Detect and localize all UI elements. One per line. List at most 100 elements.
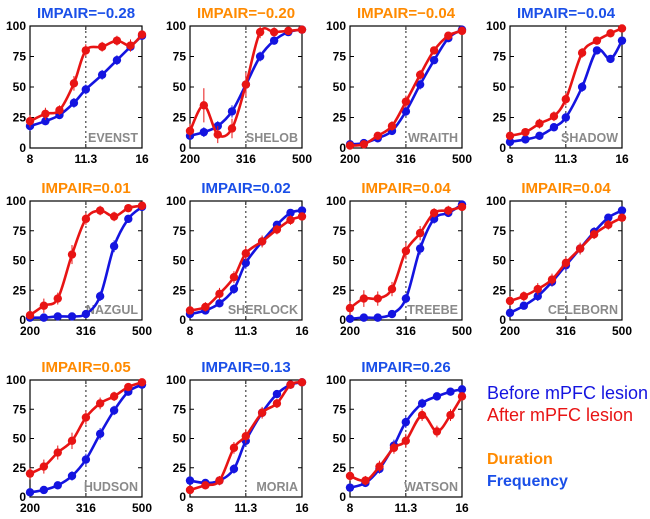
data-point-before: [67, 312, 77, 321]
data-point-after: [112, 36, 122, 45]
y-tick-label: 0: [499, 313, 506, 327]
data-point-after: [269, 27, 279, 37]
x-tick-label: 500: [612, 324, 632, 338]
data-point-after: [109, 212, 119, 221]
data-point-after: [345, 471, 355, 481]
data-point-after: [457, 26, 467, 36]
y-tick-label: 0: [339, 490, 346, 504]
data-point-after: [185, 126, 195, 136]
y-tick-label: 25: [493, 111, 507, 125]
y-tick-label: 75: [173, 402, 187, 416]
x-tick-label: 11.3: [234, 501, 257, 515]
data-point-before: [241, 258, 251, 268]
y-tick-label: 50: [333, 80, 347, 94]
y-tick-label: 0: [339, 313, 346, 327]
data-point-before: [401, 294, 411, 303]
data-point-after: [69, 79, 79, 88]
data-point-after: [297, 25, 307, 34]
panel-sherlock: IMPAIR=0.02 0 25 50 75 100 8 11.3 16 SHERLOCK: [166, 180, 309, 338]
data-point-after: [126, 41, 135, 50]
subject-label: EVENST: [88, 131, 138, 145]
data-point-after: [41, 109, 50, 119]
data-point-after: [137, 378, 147, 387]
data-point-before: [561, 113, 571, 122]
y-tick-label: 0: [179, 490, 186, 504]
data-point-after: [429, 208, 439, 218]
data-point-after: [229, 272, 239, 282]
panel-celeborn: IMPAIR=0.04 0 25 50 75 100 200 316 500 CELEBORN: [486, 180, 632, 338]
y-tick-label: 25: [333, 111, 347, 125]
data-point-before: [229, 464, 239, 474]
data-point-before: [97, 70, 107, 80]
data-point-before: [345, 314, 355, 324]
data-point-before: [387, 309, 397, 319]
data-point-after: [284, 26, 293, 36]
data-point-after: [533, 284, 542, 294]
y-tick-label: 50: [333, 432, 347, 446]
data-point-after: [606, 29, 615, 38]
data-point-before: [95, 429, 105, 439]
data-point-after: [345, 141, 355, 150]
x-tick-label: 200: [20, 324, 40, 338]
data-point-after: [241, 249, 251, 258]
x-tick-label: 316: [396, 324, 416, 338]
data-point-after: [39, 301, 49, 310]
data-point-after: [53, 448, 62, 457]
data-point-after: [401, 246, 411, 256]
data-point-before: [53, 312, 62, 321]
data-point-before: [401, 417, 411, 427]
data-point-after: [25, 469, 35, 478]
data-point-after: [67, 436, 77, 446]
data-point-after: [241, 431, 251, 441]
y-tick-label: 75: [493, 224, 507, 238]
panel-title: IMPAIR=−0.04: [517, 5, 616, 22]
data-point-after: [201, 481, 210, 490]
data-point-before: [109, 406, 119, 415]
panel-treebe: IMPAIR=0.04 0 25 50 75 100 200 316 500 TREEBE: [326, 180, 472, 338]
data-point-after: [297, 212, 307, 221]
data-point-after: [199, 101, 209, 110]
data-point-after: [297, 378, 307, 387]
panel-title: IMPAIR=0.01: [41, 180, 130, 197]
panel-shadow: IMPAIR=−0.04 0 25 50 75 100 8 11.3 16 SHADOW: [486, 5, 629, 166]
x-tick-label: 11.3: [74, 152, 97, 166]
data-point-before: [124, 214, 133, 224]
panel-moria: IMPAIR=0.13 0 25 50 75 100 8 11.3 16 MORIA: [166, 359, 309, 515]
panel-title: IMPAIR=−0.20: [197, 5, 295, 22]
data-point-after: [39, 462, 49, 471]
data-point-after: [617, 24, 627, 33]
legend-frequency: Frequency: [487, 473, 568, 490]
data-point-after: [137, 201, 147, 210]
data-point-after: [255, 27, 265, 37]
data-point-after: [373, 294, 382, 303]
y-tick-label: 0: [19, 141, 26, 155]
data-point-after: [359, 294, 369, 303]
data-point-after: [137, 30, 147, 39]
data-point-before: [592, 46, 602, 55]
data-point-before: [227, 107, 237, 116]
legend-after: After mPFC lesion: [487, 405, 634, 425]
data-point-before: [255, 52, 265, 61]
data-point-after: [185, 485, 195, 495]
x-tick-label: 8: [187, 324, 194, 338]
y-tick-label: 25: [13, 461, 27, 475]
y-tick-label: 0: [19, 313, 26, 327]
y-tick-label: 100: [6, 19, 26, 33]
subject-label: HUDSON: [84, 480, 138, 494]
legend-duration: Duration: [487, 451, 553, 468]
data-point-after: [561, 258, 571, 268]
data-point-before: [519, 301, 529, 310]
panel-evenst: IMPAIR=−0.28 0 25 50 75 100 8 11.3 16 EVENST: [6, 5, 149, 166]
data-point-after: [432, 427, 442, 436]
data-point-after: [25, 116, 35, 126]
data-point-before: [229, 284, 239, 294]
x-tick-label: 500: [132, 501, 152, 515]
data-point-before: [286, 208, 295, 218]
data-point-after: [95, 399, 105, 408]
data-point-before: [297, 206, 307, 215]
y-tick-label: 25: [173, 283, 187, 297]
data-point-after: [95, 206, 105, 215]
data-point-after: [286, 380, 295, 389]
y-tick-label: 100: [326, 194, 346, 208]
data-point-before: [345, 483, 355, 492]
